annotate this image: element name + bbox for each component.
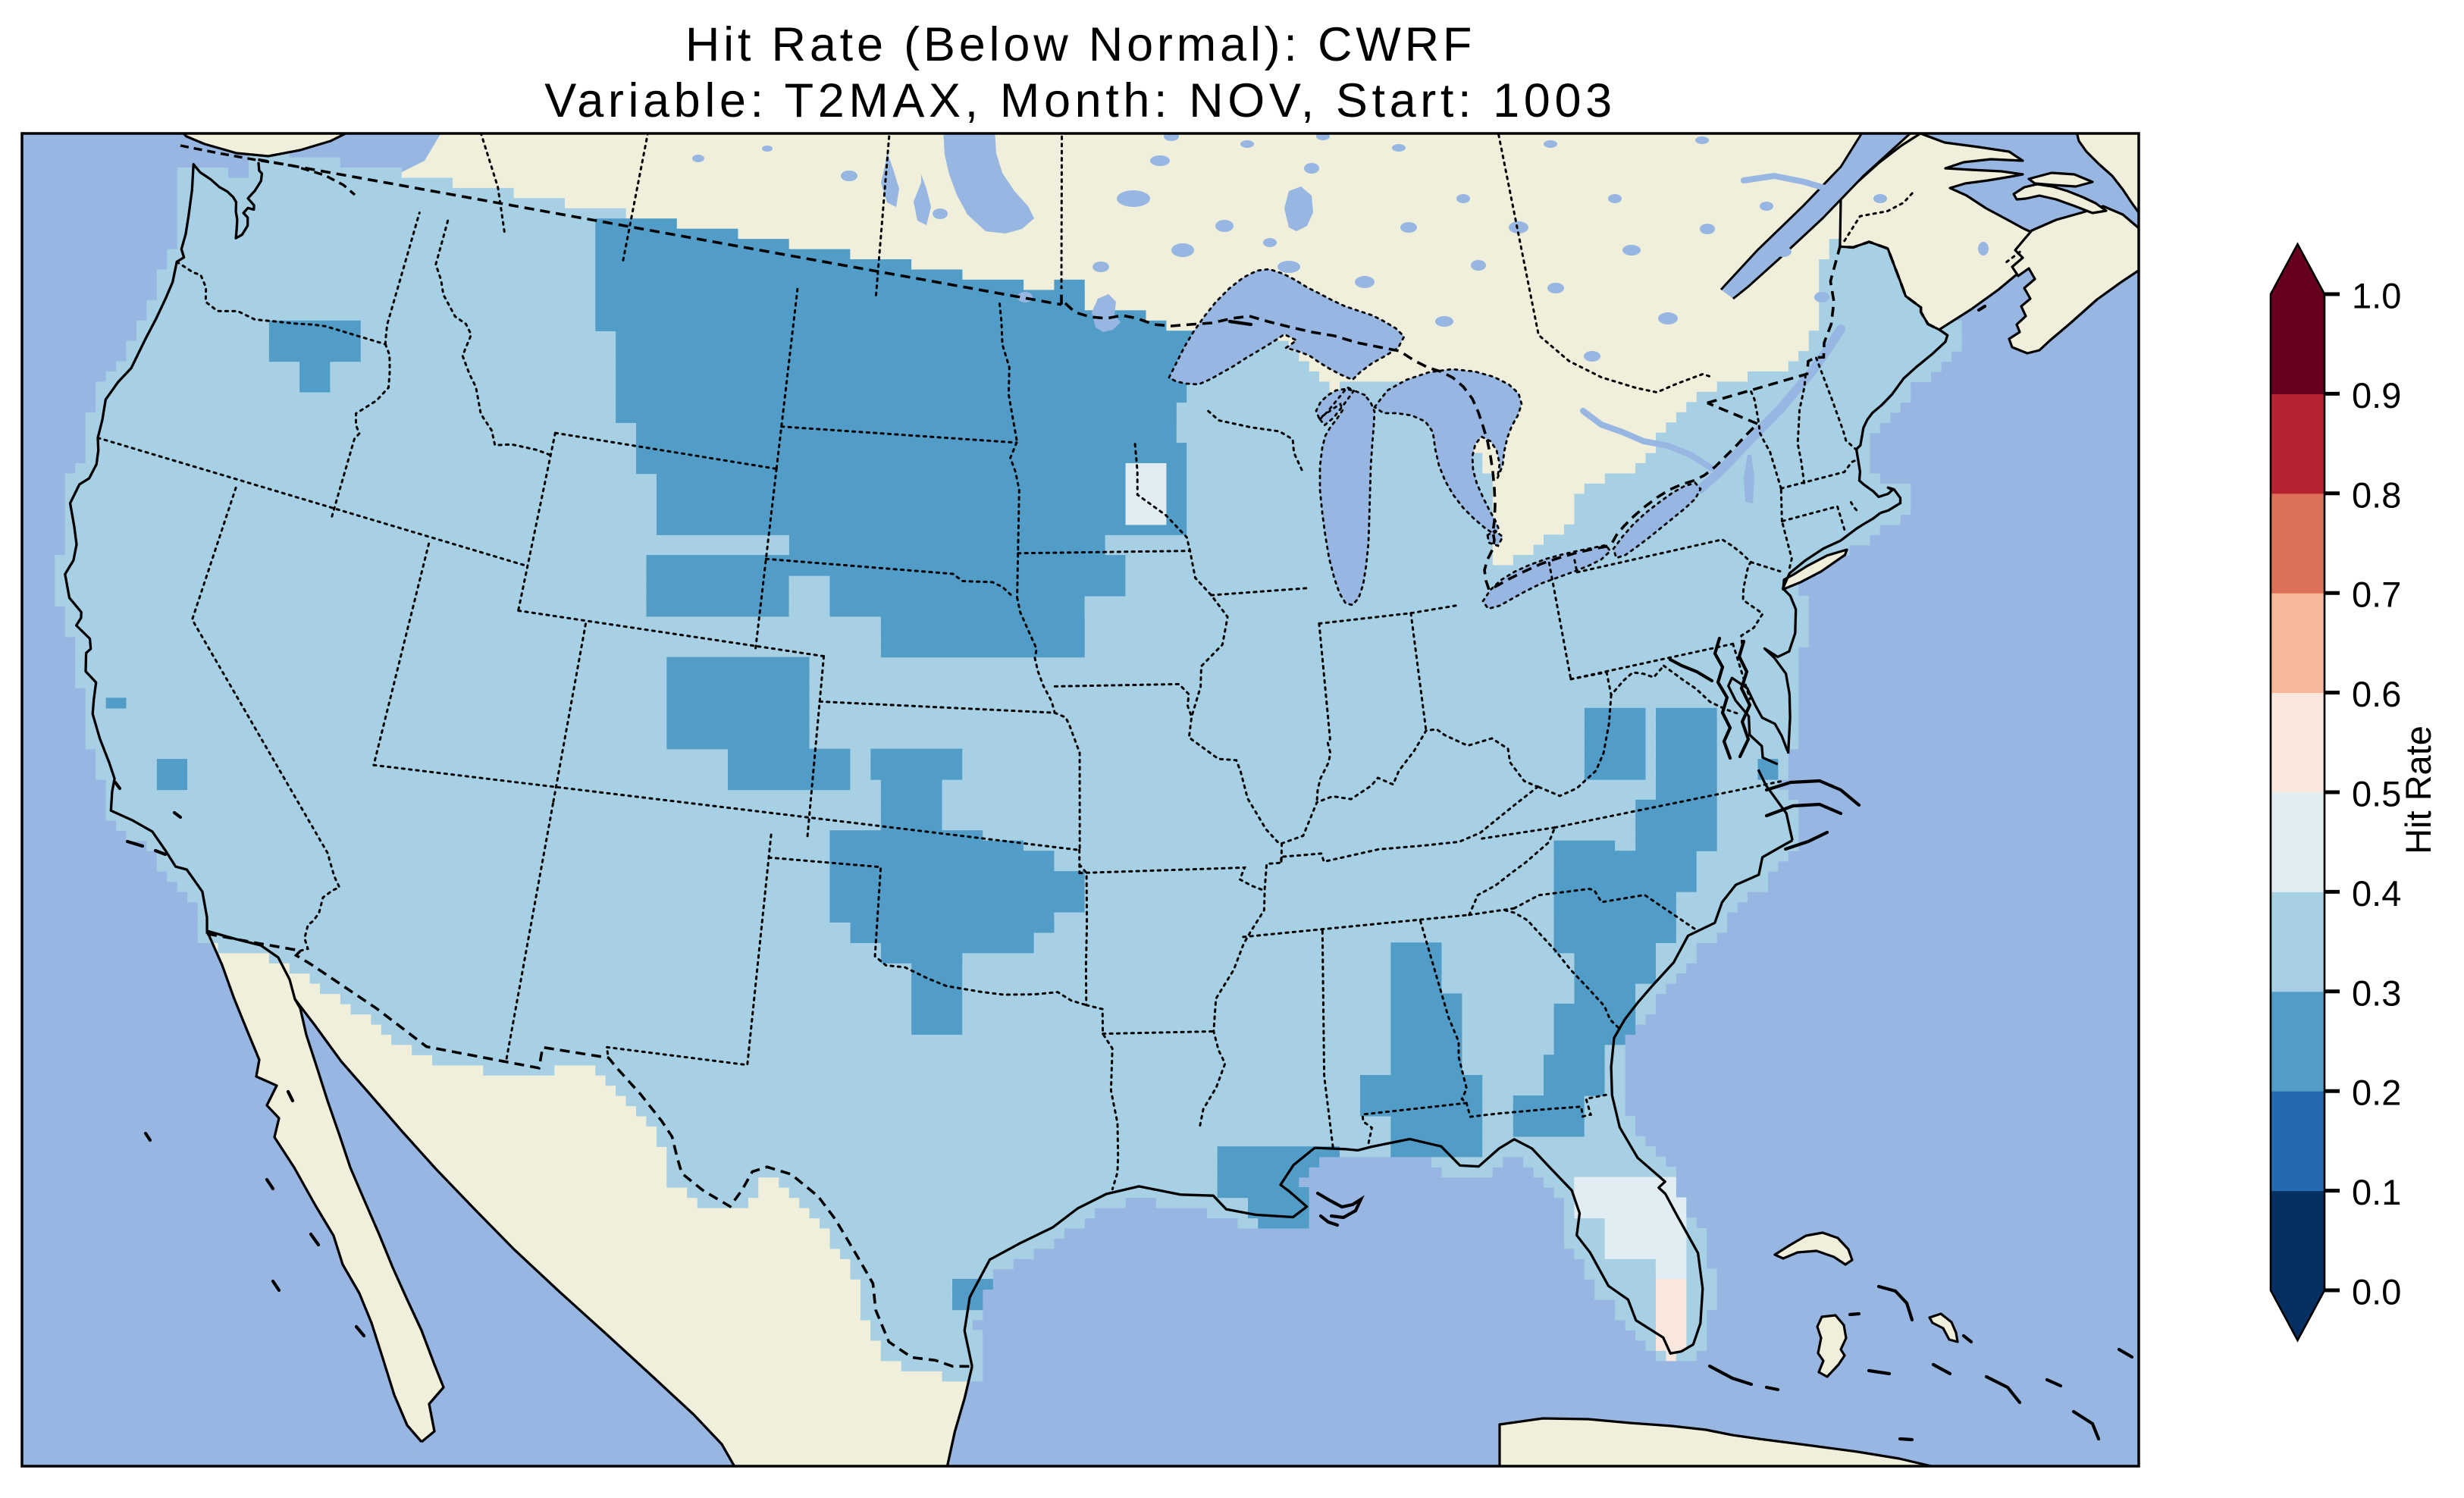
svg-text:0.9: 0.9 [2352,375,2401,415]
svg-text:0.7: 0.7 [2352,575,2401,615]
svg-text:0.1: 0.1 [2352,1172,2401,1212]
svg-text:0.6: 0.6 [2352,674,2401,714]
svg-text:0.4: 0.4 [2352,873,2401,914]
svg-text:0.5: 0.5 [2352,774,2401,814]
svg-text:1.0: 1.0 [2352,276,2401,316]
svg-text:0.2: 0.2 [2352,1073,2401,1113]
svg-text:Hit Rate: Hit Rate [2398,725,2438,854]
svg-text:Hit Rate (Below Normal): CWRF: Hit Rate (Below Normal): CWRF [685,18,1475,71]
svg-text:0.0: 0.0 [2352,1272,2401,1312]
svg-text:Variable: T2MAX, Month: NOV, S: Variable: T2MAX, Month: NOV, Start: 1003 [544,74,1616,127]
svg-text:0.8: 0.8 [2352,475,2401,515]
svg-text:0.3: 0.3 [2352,973,2401,1013]
